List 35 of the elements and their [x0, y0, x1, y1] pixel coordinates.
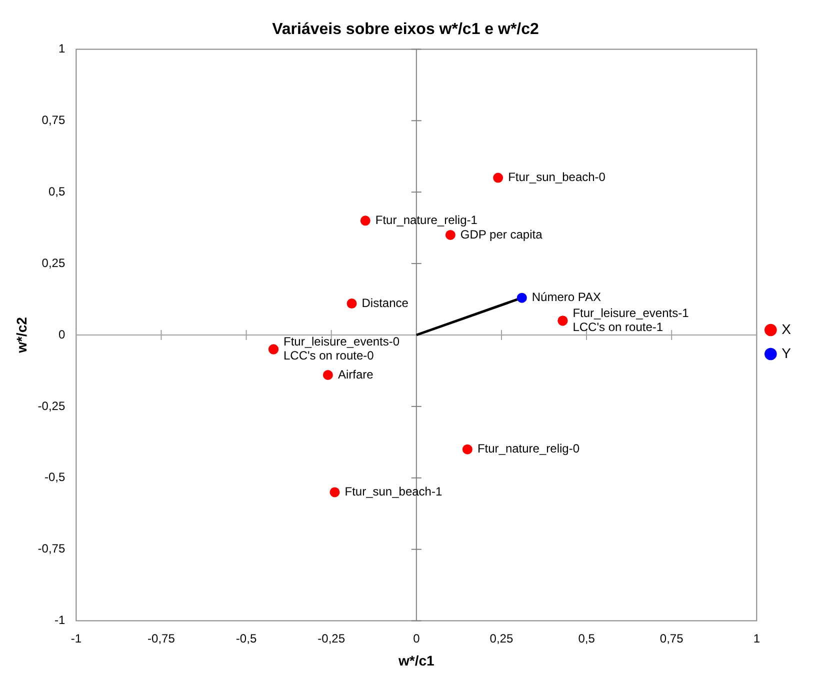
x-tick-label: 0: [413, 631, 420, 646]
annotation: Distance: [362, 296, 409, 310]
annotation: Ftur_sun_beach-0: [508, 170, 606, 184]
y-tick-label: 0,75: [42, 112, 66, 127]
x-tick-label: 0,25: [490, 631, 514, 646]
y-tick-label: 0,25: [42, 256, 66, 270]
annotation: Airfare: [338, 367, 374, 382]
annotation: LCC's on route-1: [572, 320, 664, 334]
y-tick-label: 0: [58, 327, 66, 342]
annotation: Ftur_nature_relig-0: [477, 442, 580, 456]
x-axis-title: w*/c1: [398, 652, 435, 668]
y-axis-title: w*/c2: [13, 316, 30, 354]
x-tick-label: 1: [753, 631, 760, 646]
x-tick-label: 0,75: [660, 631, 684, 646]
annotation: LCC's on route-0: [284, 348, 374, 363]
chart-title: Variáveis sobre eixos w*/c1 e w*/c2: [272, 21, 540, 38]
annotation: Ftur_leisure_events-0: [284, 334, 400, 349]
y-tick-label: -0,25: [38, 398, 66, 413]
x-tick-label: 0,5: [578, 631, 596, 646]
annotation: Ftur_nature_relig-1: [375, 212, 478, 227]
annotation: Número PAX: [532, 290, 602, 304]
y-tick-label: -1: [54, 613, 66, 628]
x-tick-label: -0,75: [148, 631, 176, 646]
annotation: GDP per capita: [460, 227, 543, 242]
y-tick-label: 0,5: [48, 184, 66, 198]
x-tick-label: -0,5: [236, 631, 257, 646]
y-tick-label: -0,75: [38, 542, 66, 556]
annotation: Ftur_leisure_events-1: [572, 306, 690, 320]
x-tick-label: -0,25: [318, 631, 346, 646]
y-tick-label: -0,5: [44, 470, 66, 484]
y-tick-label: 1: [58, 42, 66, 56]
x-tick-label: -1: [70, 631, 82, 646]
annotation: Ftur_sun_beach-1: [344, 484, 442, 499]
legend-label: X: [782, 320, 792, 337]
legend-label: Y: [782, 344, 792, 361]
